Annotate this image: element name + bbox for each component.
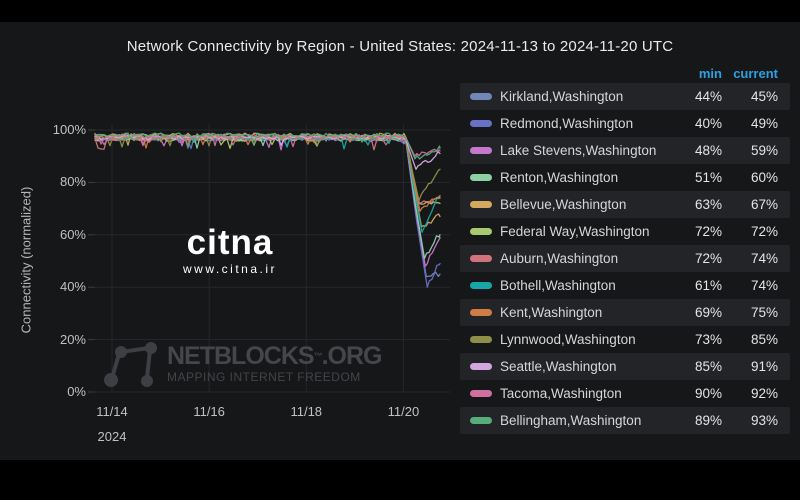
series-current-value: 59% xyxy=(750,143,778,158)
table-row[interactable]: Bothell,Washington 61% 74% xyxy=(460,272,790,299)
table-row[interactable]: Federal Way,Washington 72% 72% xyxy=(460,218,790,245)
x-tick-label: 11/20 xyxy=(387,404,420,419)
legend-header-row: min current xyxy=(460,63,790,83)
legend-rows: Kirkland,Washington 44% 45% Redmond,Washing… xyxy=(460,83,790,434)
series-color-swatch xyxy=(470,201,492,208)
series-name: Redmond,Washington xyxy=(500,116,634,131)
series-name: Federal Way,Washington xyxy=(500,224,650,239)
series-min-value: 69% xyxy=(694,305,722,320)
series-color-swatch xyxy=(470,228,492,235)
series-current-value: 91% xyxy=(750,359,778,374)
series-color-swatch xyxy=(470,282,492,289)
x-tick-label: 11/18 xyxy=(290,404,323,419)
table-row[interactable]: Auburn,Washington 72% 74% xyxy=(460,245,790,272)
series-current-value: 74% xyxy=(750,251,778,266)
series-color-swatch xyxy=(470,336,492,343)
series-current-value: 85% xyxy=(750,332,778,347)
citna-watermark: citna www.citna.ir xyxy=(170,223,290,276)
letterbox-top xyxy=(0,0,800,22)
table-row[interactable]: Bellingham,Washington 89% 93% xyxy=(460,407,790,434)
series-min-value: 44% xyxy=(694,89,722,104)
panel-title: Network Connectivity by Region - United … xyxy=(126,38,674,55)
series-current-value: 49% xyxy=(750,116,778,131)
series-line xyxy=(94,132,441,160)
series-current-value: 67% xyxy=(750,197,778,212)
series-current-value: 74% xyxy=(750,278,778,293)
series-name: Bothell,Washington xyxy=(500,278,616,293)
table-row[interactable]: Kirkland,Washington 44% 45% xyxy=(460,83,790,110)
series-color-swatch xyxy=(470,309,492,316)
table-row[interactable]: Renton,Washington 51% 60% xyxy=(460,164,790,191)
series-color-swatch xyxy=(470,147,492,154)
series-color-swatch xyxy=(470,255,492,262)
legend-header-current[interactable]: current xyxy=(733,65,778,81)
series-name: Lake Stevens,Washington xyxy=(500,143,657,158)
series-color-swatch xyxy=(470,417,492,424)
series-color-swatch xyxy=(470,174,492,181)
citna-url: www.citna.ir xyxy=(182,262,277,276)
table-row[interactable]: Seattle,Washington 85% 91% xyxy=(460,353,790,380)
netblocks-watermark: NETBLOCKS™.ORG MAPPING INTERNET FREEDOM xyxy=(103,336,382,392)
series-name: Tacoma,Washington xyxy=(500,386,622,401)
letterbox-bottom xyxy=(0,460,800,500)
y-tick-label: 100% xyxy=(52,122,86,137)
y-tick-label: 0% xyxy=(67,384,86,399)
series-min-value: 89% xyxy=(694,413,722,428)
series-color-swatch xyxy=(470,93,492,100)
series-current-value: 75% xyxy=(750,305,778,320)
table-row[interactable]: Tacoma,Washington 90% 92% xyxy=(460,380,790,407)
series-current-value: 60% xyxy=(750,170,778,185)
series-min-value: 40% xyxy=(694,116,722,131)
legend-header-min[interactable]: min xyxy=(698,65,722,81)
series-min-value: 73% xyxy=(694,332,722,347)
series-min-value: 61% xyxy=(694,278,722,293)
series-line xyxy=(94,135,441,233)
table-row[interactable]: Lynnwood,Washington 73% 85% xyxy=(460,326,790,353)
series-name: Auburn,Washington xyxy=(500,251,619,266)
series-current-value: 92% xyxy=(750,386,778,401)
table-row[interactable]: Kent,Washington 69% 75% xyxy=(460,299,790,326)
series-current-value: 45% xyxy=(750,89,778,104)
series-current-value: 72% xyxy=(750,224,778,239)
series-name: Bellingham,Washington xyxy=(500,413,642,428)
y-tick-label: 80% xyxy=(59,174,86,190)
y-tick-label: 40% xyxy=(59,279,86,295)
legend-table: min current Kirkland,Washington 44% 45% Red… xyxy=(460,63,790,434)
series-min-value: 72% xyxy=(694,224,722,239)
series-name: Seattle,Washington xyxy=(500,359,617,374)
netblocks-text: NETBLOCKS™.ORG MAPPING INTERNET FREEDOM xyxy=(167,342,382,385)
series-name: Bellevue,Washington xyxy=(500,197,627,212)
y-tick-label: 60% xyxy=(59,226,86,242)
series-min-value: 85% xyxy=(694,359,722,374)
series-min-value: 51% xyxy=(694,170,722,185)
citna-logo: citna xyxy=(186,223,274,262)
netblocks-tagline: MAPPING INTERNET FREEDOM xyxy=(167,370,361,384)
series-name: Lynnwood,Washington xyxy=(500,332,636,347)
netblocks-wordmark: NETBLOCKS™.ORG xyxy=(167,342,382,370)
series-min-value: 48% xyxy=(694,143,722,158)
series-color-swatch xyxy=(470,363,492,370)
x-axis-year-label: 2024 xyxy=(97,429,127,444)
series-name: Kirkland,Washington xyxy=(500,89,624,104)
y-tick-label: 20% xyxy=(59,331,86,347)
series-name: Renton,Washington xyxy=(500,170,619,185)
series-min-value: 72% xyxy=(694,251,722,266)
table-row[interactable]: Redmond,Washington 40% 49% xyxy=(460,110,790,137)
x-tick-label: 11/14 xyxy=(96,404,128,419)
series-current-value: 93% xyxy=(750,413,778,428)
series-min-value: 63% xyxy=(694,197,722,212)
series-color-swatch xyxy=(470,120,492,127)
x-tick-label: 11/16 xyxy=(193,404,225,419)
table-row[interactable]: Bellevue,Washington 63% 67% xyxy=(460,191,790,218)
series-line xyxy=(94,134,441,212)
table-row[interactable]: Lake Stevens,Washington 48% 59% xyxy=(460,137,790,164)
series-name: Kent,Washington xyxy=(500,305,603,320)
series-min-value: 90% xyxy=(694,386,722,401)
netblocks-logo-icon xyxy=(104,342,157,387)
series-color-swatch xyxy=(470,390,492,397)
